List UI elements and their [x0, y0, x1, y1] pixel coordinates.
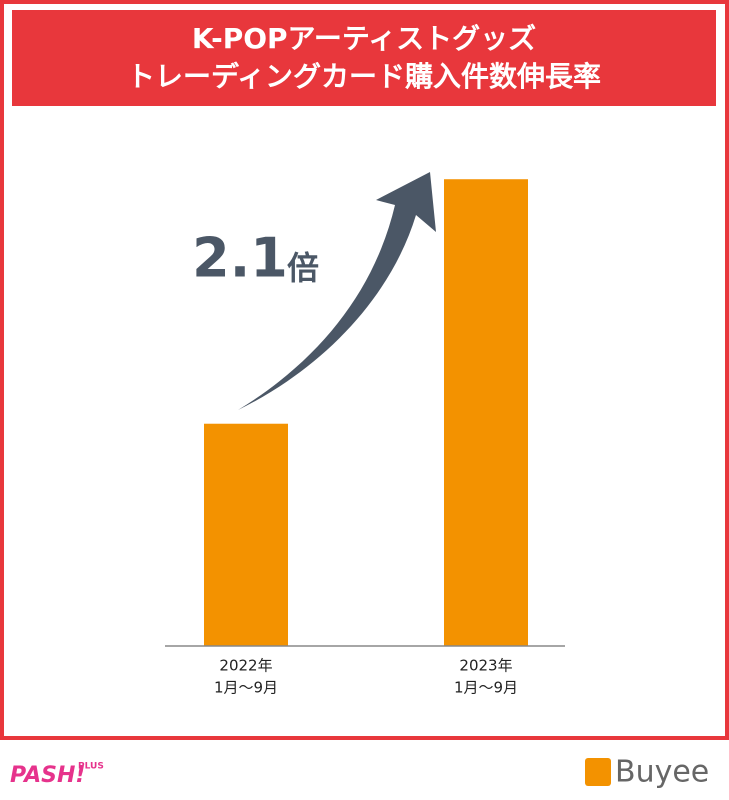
- x-tick-label: 2023年: [459, 657, 512, 675]
- pash-logo-plus: PLUS: [78, 762, 104, 772]
- growth-arrow: [238, 172, 436, 410]
- frame: [0, 0, 729, 740]
- x-tick-label: 2022年: [219, 657, 272, 675]
- bar: [204, 423, 288, 646]
- annotation-unit: 倍: [287, 249, 319, 287]
- chart-title: トレーディングカード購入件数伸長率: [127, 60, 601, 93]
- annotation-value: 2.1: [192, 227, 288, 290]
- title-band: [12, 10, 716, 106]
- pash-logo: PASH!: [10, 763, 85, 788]
- x-tick-label: 1月〜9月: [454, 679, 518, 697]
- chart-title: K-POPアーティストグッズ: [192, 22, 536, 55]
- bar: [444, 179, 528, 646]
- buyee-icon: [585, 758, 611, 786]
- buyee-logo: Buyee: [615, 755, 709, 790]
- x-tick-label: 1月〜9月: [214, 679, 278, 697]
